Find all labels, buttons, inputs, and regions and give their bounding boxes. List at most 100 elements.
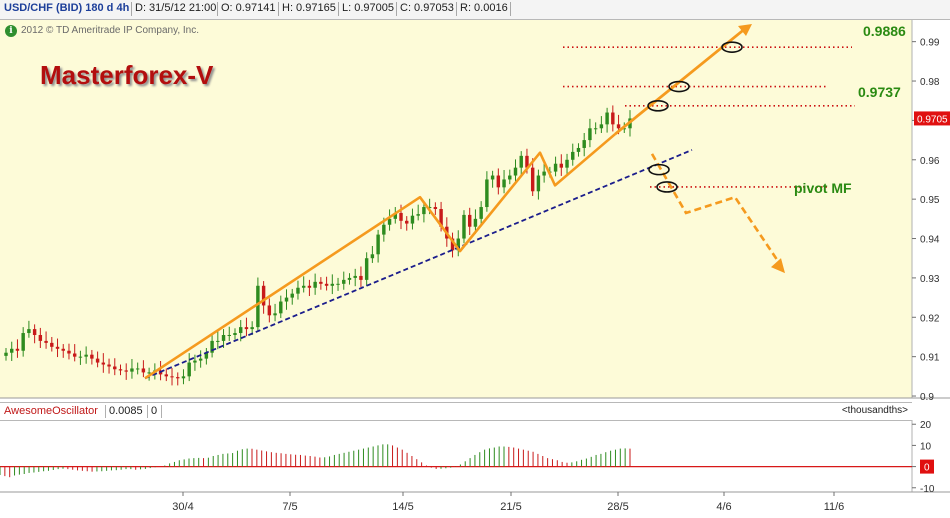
candle-body [405,220,409,224]
x-tick-label: 28/5 [607,501,628,513]
candle-body [593,128,598,130]
candle-body [571,151,575,160]
info-icon[interactable]: i [5,25,17,37]
oscillator-name[interactable]: AwesomeOscillator [4,405,98,417]
candle-body [479,207,483,219]
candle-body [101,362,106,365]
x-tick-label: 7/5 [282,501,297,513]
candle-body [198,358,203,361]
candle-body [462,214,466,239]
candle-body [410,215,415,224]
candle-body [370,254,375,259]
symbol-label[interactable]: USD/CHF (BID) 180 d 4h [4,2,130,14]
candle-body [10,348,14,353]
candle-body [347,277,352,280]
candle-body [250,327,254,330]
candle-body [508,175,512,180]
candle-body [124,370,128,372]
range-readout: R: 0.0016 [460,2,508,14]
candle-body [605,112,609,125]
candle-body [330,283,335,286]
candle-body [21,333,25,351]
candle-body [387,218,392,225]
candle-body [622,128,626,130]
support-trendline [144,149,693,380]
scenario-down-line [650,153,782,265]
candle-body [364,258,369,280]
marker-ellipse [648,163,670,176]
candle-body [525,155,529,168]
y-tick-label: 0.94 [920,235,940,246]
candle-body [113,366,117,370]
candle-body [279,301,283,314]
oscillator-units: <thousandths> [841,405,908,416]
candle-body [38,335,43,341]
candle-body [256,285,260,328]
candle-body [130,368,134,372]
oscillator-divider [147,405,148,418]
candle-body [473,218,478,227]
x-tick-label: 30/4 [172,501,193,513]
header-divider [338,2,339,16]
candle-body [181,376,186,379]
candle-body [15,348,20,351]
candle-body [204,352,209,359]
x-tick-label: 4/6 [716,501,731,513]
candle-body [450,238,455,251]
candle-body [32,329,37,335]
header-divider [217,2,218,16]
candle-body [301,285,306,288]
candle-body [296,287,300,294]
oscillator-divider [161,405,162,418]
y-tick-label: 0.99 [920,38,940,49]
price-badge-text: 0.9705 [917,114,948,125]
candle-body [67,350,71,354]
candle-body [147,372,151,374]
pivot-label: pivot MF [794,180,852,196]
marker-ellipse [656,181,678,193]
candle-body [227,335,231,336]
header-divider [131,2,132,16]
candle-body [210,340,214,353]
candle-body [176,377,180,379]
low-readout: L: 0.97005 [342,2,394,14]
candle-body [530,167,535,192]
candle-body [135,368,140,370]
candle-body [422,207,426,215]
candle-body [616,124,621,129]
arrow-head-up [738,23,752,36]
oscillator-zero-readout: 0 [151,405,158,417]
y-tick-label: 0.91 [920,353,940,364]
candle-body [553,163,558,172]
price-badge [914,111,950,126]
oscillator-header: AwesomeOscillator 0.0085 0 <thousandths> [0,402,912,421]
oscillator-value: 0.0085 [109,405,143,417]
y-tick-label: 0.92 [920,313,940,324]
candle-body [588,128,592,141]
candle-body [193,360,197,363]
candle-body [576,147,581,152]
high-readout: H: 0.97165 [282,2,336,14]
price-chart[interactable]: 0.90.910.920.930.940.950.960.970.980.990… [0,20,950,518]
candle-body [542,171,546,176]
candle-body [336,283,340,285]
y-tick-label: 0.98 [920,77,940,88]
price-axis-area [912,20,950,398]
candle-body [261,285,266,306]
candle-body [496,175,501,188]
middle-level-label: 0.9737 [858,84,901,100]
candle-body [353,275,357,278]
candle-body [216,340,220,342]
oscillator-zero-badge [920,459,934,474]
candle-body [393,212,398,219]
y-tick-label: 0.9 [920,392,934,403]
candle-body [582,140,586,148]
candle-body [324,283,329,286]
candle-body [233,333,237,335]
candle-body [78,356,83,358]
oscillator-plot-area [0,420,912,492]
candle-body [427,207,432,209]
candle-body [359,275,363,280]
oscillator-tick-label: -10 [920,484,935,495]
open-readout: O: 0.97141 [221,2,276,14]
